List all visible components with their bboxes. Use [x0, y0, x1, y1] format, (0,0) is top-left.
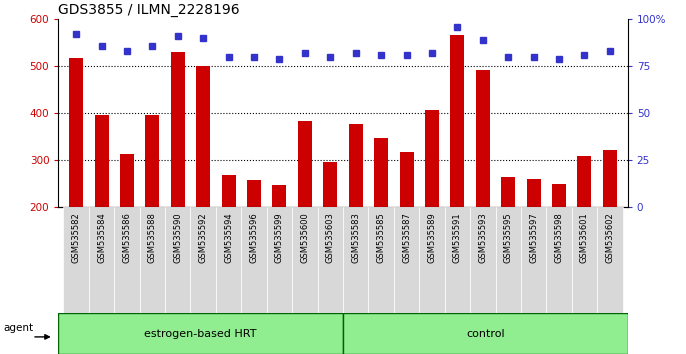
Bar [298, 121, 312, 207]
Bar [603, 150, 617, 207]
Text: GSM535587: GSM535587 [402, 212, 411, 263]
Bar [292, 207, 318, 313]
Bar [343, 207, 368, 313]
Bar [425, 109, 439, 207]
Text: estrogen-based HRT: estrogen-based HRT [145, 329, 257, 339]
Bar [399, 152, 414, 207]
Text: GSM535597: GSM535597 [529, 212, 538, 263]
Bar [368, 207, 394, 313]
Bar [88, 207, 115, 313]
Text: GSM535601: GSM535601 [580, 212, 589, 263]
Bar [222, 175, 235, 207]
Bar [120, 154, 134, 207]
Bar [63, 207, 88, 313]
Text: GSM535602: GSM535602 [606, 212, 615, 263]
Bar [343, 313, 628, 354]
Text: GSM535598: GSM535598 [554, 212, 564, 263]
Text: GSM535596: GSM535596 [250, 212, 259, 263]
Text: GSM535595: GSM535595 [504, 212, 512, 263]
Bar [598, 207, 623, 313]
Bar [323, 161, 338, 207]
Text: control: control [466, 329, 505, 339]
Bar [527, 179, 541, 207]
Text: GDS3855 / ILMN_2228196: GDS3855 / ILMN_2228196 [58, 3, 240, 17]
Bar [267, 207, 292, 313]
Bar [470, 207, 495, 313]
Text: GSM535592: GSM535592 [199, 212, 208, 263]
Text: GSM535588: GSM535588 [148, 212, 157, 263]
Text: GSM535594: GSM535594 [224, 212, 233, 263]
Bar [394, 207, 419, 313]
Bar [196, 67, 210, 207]
Bar [95, 115, 108, 207]
Bar [171, 52, 185, 207]
Bar [318, 207, 343, 313]
Bar [374, 138, 388, 207]
Bar [58, 313, 343, 354]
Text: GSM535591: GSM535591 [453, 212, 462, 263]
Bar [546, 207, 571, 313]
Bar [216, 207, 241, 313]
Text: GSM535593: GSM535593 [478, 212, 487, 263]
Text: GSM535589: GSM535589 [427, 212, 436, 263]
Text: GSM535586: GSM535586 [122, 212, 132, 263]
Text: GSM535582: GSM535582 [71, 212, 80, 263]
Text: GSM535584: GSM535584 [97, 212, 106, 263]
Bar [272, 185, 287, 207]
Text: GSM535599: GSM535599 [275, 212, 284, 263]
Text: GSM535600: GSM535600 [300, 212, 309, 263]
Bar [348, 124, 363, 207]
Bar [476, 70, 490, 207]
Bar [419, 207, 445, 313]
Text: GSM535583: GSM535583 [351, 212, 360, 263]
Bar [521, 207, 546, 313]
Bar [191, 207, 216, 313]
Bar [165, 207, 191, 313]
Bar [495, 207, 521, 313]
Bar [140, 207, 165, 313]
Bar [578, 156, 591, 207]
Text: GSM535585: GSM535585 [377, 212, 386, 263]
Bar [241, 207, 267, 313]
Bar [69, 58, 83, 207]
Bar [445, 207, 470, 313]
Bar [451, 35, 464, 207]
Bar [571, 207, 598, 313]
Text: agent: agent [3, 322, 33, 332]
Text: GSM535603: GSM535603 [326, 212, 335, 263]
Bar [501, 177, 515, 207]
Text: GSM535590: GSM535590 [174, 212, 182, 263]
Bar [115, 207, 140, 313]
Bar [247, 180, 261, 207]
Bar [145, 115, 159, 207]
Bar [552, 184, 566, 207]
